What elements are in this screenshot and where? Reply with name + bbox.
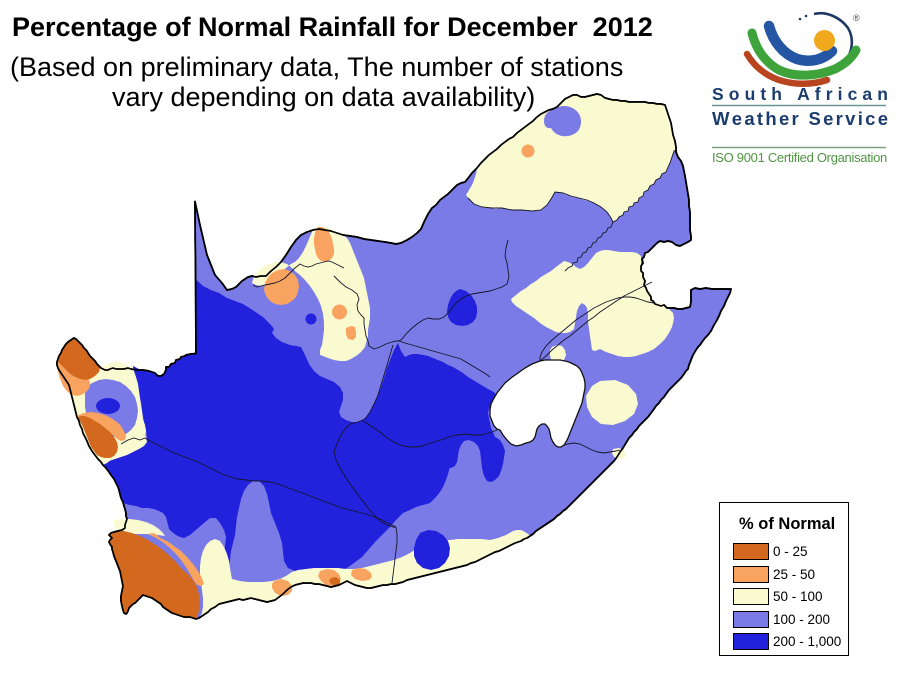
svg-text:®: ® bbox=[853, 13, 860, 23]
